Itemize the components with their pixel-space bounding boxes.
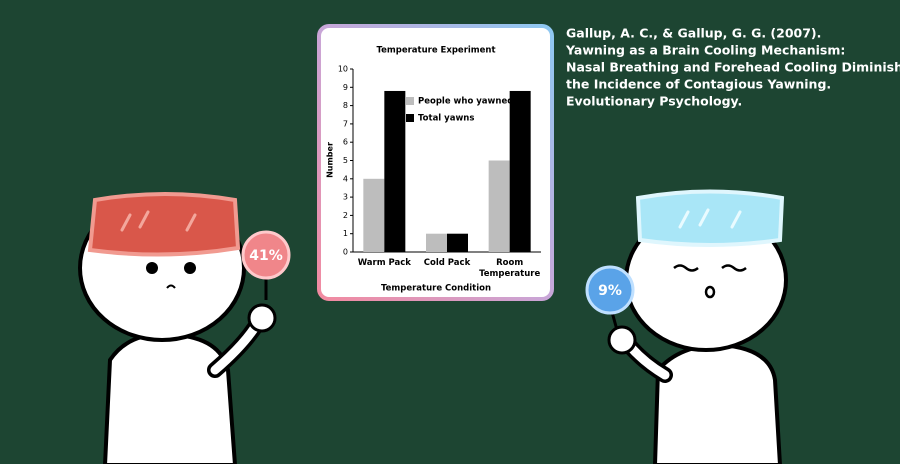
x-tick-label: Cold Pack: [423, 258, 471, 268]
sign-label: 41%: [249, 248, 283, 264]
bar: [426, 233, 447, 252]
left-character: [78, 192, 291, 464]
legend-label: Total yawns: [418, 114, 474, 124]
y-tick-label: 1: [343, 229, 348, 238]
bar: [363, 178, 385, 252]
y-tick-label: 9: [343, 83, 348, 92]
legend-swatch: [406, 114, 414, 122]
sign-label: 9%: [598, 283, 622, 299]
bar: [488, 160, 510, 252]
y-tick-label: 5: [343, 156, 348, 165]
bar: [447, 233, 468, 252]
citation-line: Yawning as a Brain Cooling Mechanism:: [565, 43, 845, 58]
right-character: [585, 189, 788, 464]
citation-line: Nasal Breathing and Forehead Cooling Dim…: [566, 60, 900, 75]
x-tick-label: Warm Pack: [357, 258, 411, 268]
bar: [509, 90, 531, 253]
x-tick-label-box: Room Temperature: [479, 258, 541, 279]
legend-label: People who yawned: [418, 97, 513, 107]
legend-swatch: [406, 97, 414, 105]
citation-line: Evolutionary Psychology.: [566, 94, 742, 109]
y-tick-label: 8: [343, 101, 348, 110]
x-tick-label-box: Cold Pack: [423, 258, 471, 268]
y-tick-label: 0: [343, 248, 348, 257]
y-axis-label: Number: [326, 142, 335, 178]
citation-line: the Incidence of Contagious Yawning.: [566, 77, 831, 92]
y-tick-label: 10: [338, 65, 348, 74]
x-tick-label: Room Temperature: [479, 258, 541, 279]
y-tick-label: 7: [343, 119, 348, 128]
y-tick-label: 4: [343, 174, 348, 183]
y-tick-label: 2: [343, 211, 348, 220]
y-tick-label: 6: [343, 138, 348, 147]
x-axis-label: Temperature Condition: [381, 284, 491, 294]
citation-line: Gallup, A. C., & Gallup, G. G. (2007).: [566, 26, 821, 41]
bar: [384, 90, 406, 253]
y-tick-label: 3: [343, 193, 348, 202]
x-tick-label-box: Warm Pack: [357, 258, 411, 268]
chart-title: Temperature Experiment: [376, 46, 495, 56]
